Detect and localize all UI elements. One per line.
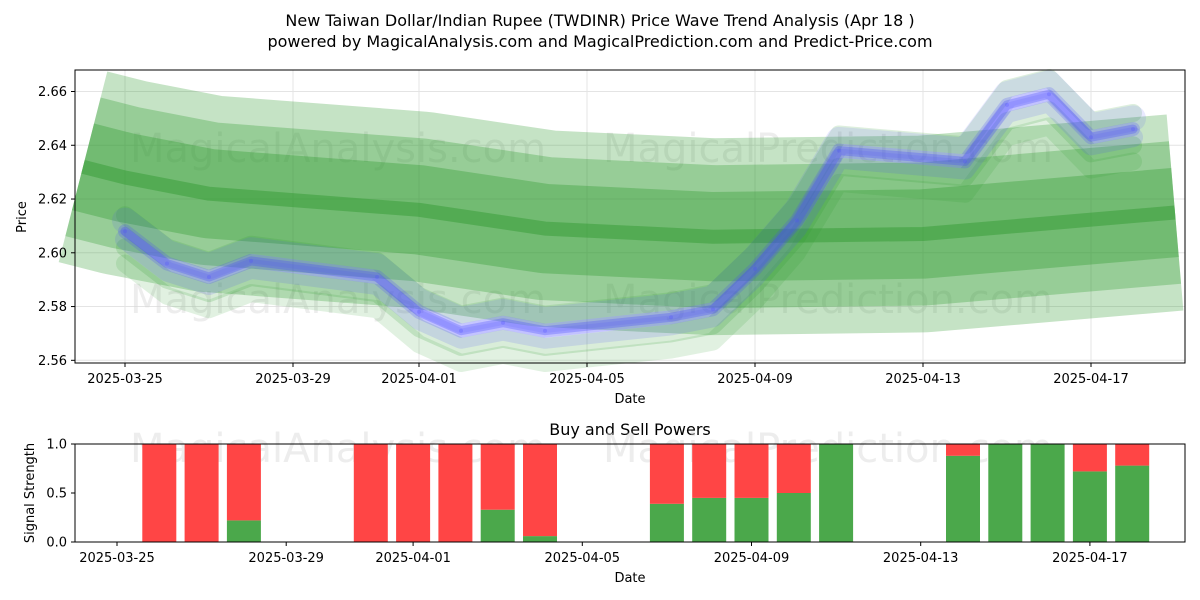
sell-bar [480,444,515,510]
signal-bars [142,444,1150,542]
sell-bar [523,444,557,537]
price-y-tick-label: 2.66 [38,85,67,100]
price-point [207,275,211,279]
price-x-tick-label: 2025-04-13 [885,372,961,387]
price-x-tick-label: 2025-03-25 [87,372,163,387]
sell-bar [353,444,388,542]
wave-trace [116,69,1142,324]
price-point [375,275,379,279]
price-y-tick-label: 2.58 [38,300,67,315]
price-x-tick-label: 2025-04-01 [381,372,457,387]
price-point [753,266,757,271]
price-x-tick-label: 2025-04-17 [1053,372,1129,387]
sell-bar [1072,444,1107,472]
sell-bar [184,444,219,542]
buy-bar [734,497,769,542]
signal-x-tick-label: 2025-04-17 [1052,551,1128,566]
price-point [1005,102,1009,107]
buy-bar [480,509,515,542]
sell-bar [734,444,769,498]
sell-bar [226,444,261,521]
price-point [711,307,715,312]
price-point [417,309,421,314]
buy-bar [649,503,684,542]
chart-title: New Taiwan Dollar/Indian Rupee (TWDINR) … [285,11,914,30]
watermark-analysis-mid: MagicalAnalysis.com [130,277,546,323]
price-plot-frame [74,69,1186,364]
price-y-axis-label: Price [15,201,30,233]
price-point [459,328,463,333]
buy-bar [1115,465,1150,542]
signal-x-tick-label: 2025-04-05 [545,551,621,566]
signal-x-tick-label: 2025-03-25 [79,551,155,566]
price-point [501,320,505,325]
price-band-layer [120,89,1138,336]
buy-bar [1030,444,1065,542]
sell-bar [142,444,177,542]
wave-band-layer [81,160,1176,244]
price-point [123,229,127,234]
signal-y-axis-label: Signal Strength [23,443,38,543]
price-x-tick-label: 2025-04-05 [549,372,625,387]
buy-bar [776,493,811,542]
price-y-tick-label: 2.64 [38,139,67,154]
watermark-prediction-top: MagicalPrediction.com [603,126,1053,172]
sell-bar [946,444,980,456]
buy-bar [692,497,727,542]
buy-bar [226,520,261,542]
price-band-layer [118,87,1140,338]
price-point [1089,135,1093,140]
signal-chart-title: Buy and Sell Powers [549,420,711,439]
signal-x-axis-label: Date [614,571,645,586]
sell-bar [396,444,431,542]
wave-band-layer [26,71,1184,336]
signal-x-tick-label: 2025-04-09 [714,551,790,566]
chart-subtitle: powered by MagicalAnalysis.com and Magic… [267,32,932,51]
wave-band-layer [71,123,1179,282]
price-band [112,70,1146,349]
price-panel: MagicalAnalysis.com MagicalPrediction.co… [15,69,1186,407]
price-point [837,148,841,153]
price-x-tick-label: 2025-04-09 [717,372,793,387]
price-band-layer [112,70,1146,333]
price-y-tick-label: 2.62 [38,193,67,208]
watermark-analysis-top: MagicalAnalysis.com [130,126,546,172]
price-point [963,159,967,164]
price-point [1131,127,1135,132]
price-band-layer [115,92,1143,349]
buy-bar [1072,471,1107,542]
signal-panel: Buy and Sell Powers MagicalAnalysis.com … [23,420,1186,586]
sell-bar [692,444,727,498]
signal-y-tick-label: 0.5 [46,487,67,502]
price-y-tick-label: 2.56 [38,354,67,369]
price-x-axis-label: Date [614,392,645,407]
sell-bar [438,444,473,542]
price-y-tick-label: 2.60 [38,246,67,261]
wave-trace [116,101,1142,356]
signal-x-tick-label: 2025-04-13 [883,551,959,566]
signal-y-tick-label: 1.0 [46,438,67,453]
sell-bar [1115,444,1150,466]
signal-y-tick-label: 0.0 [46,536,67,551]
price-x-tick-label: 2025-03-29 [255,372,331,387]
wave-band-layer [53,97,1182,309]
buy-bar [988,444,1023,542]
price-point [795,218,799,223]
price-point [543,328,547,333]
sell-bar [649,444,684,504]
signal-x-tick-label: 2025-04-01 [375,551,451,566]
price-point [165,261,169,266]
buy-bar [523,536,557,542]
wave-trace [116,117,1142,372]
price-point [249,258,253,263]
sell-bar [776,444,811,493]
wave-trend-band [26,69,1184,372]
price-point [1047,92,1051,97]
buy-bar [946,455,980,542]
price-point [669,315,673,320]
signal-x-tick-label: 2025-03-29 [248,551,324,566]
buy-bar [819,444,854,542]
watermark-prediction-mid: MagicalPrediction.com [603,277,1053,323]
